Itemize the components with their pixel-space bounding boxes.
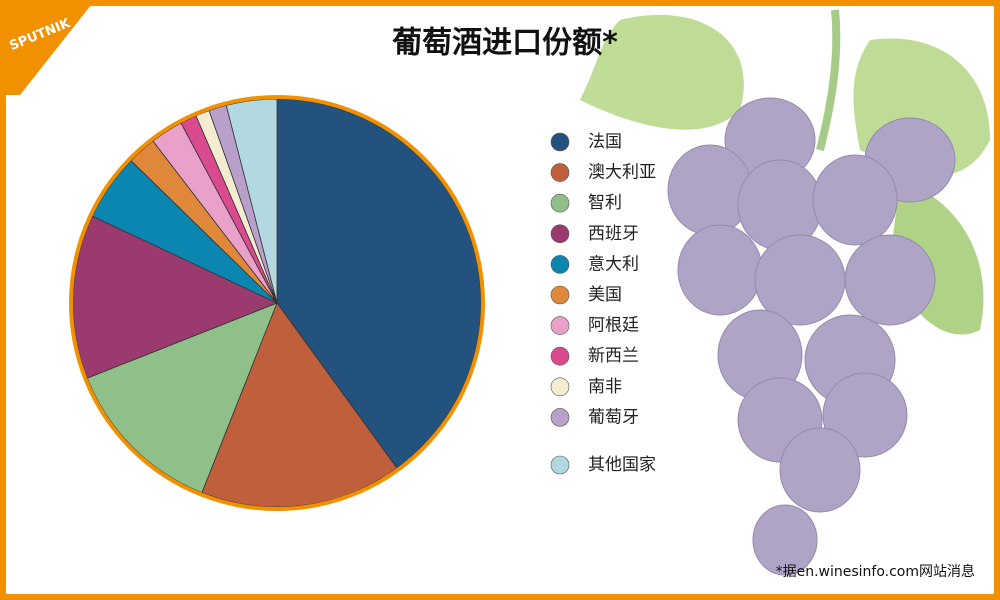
legend-swatch (550, 455, 570, 475)
legend-swatch (550, 346, 570, 366)
legend-label: 智利 (588, 193, 622, 213)
legend-label: 阿根廷 (588, 316, 639, 336)
legend-swatch (550, 285, 570, 305)
legend-swatch (550, 193, 570, 213)
legend-label: 法国 (588, 132, 622, 152)
legend-label: 南非 (588, 377, 622, 397)
legend-swatch (550, 316, 570, 335)
legend-label: 意大利 (588, 254, 639, 274)
pie (69, 95, 485, 511)
legend-swatch (550, 163, 570, 182)
legend-label: 美国 (588, 285, 622, 305)
chart-title: 葡萄酒进口份额* (392, 26, 618, 61)
pie-slice (86, 302, 278, 494)
pie-slice (201, 302, 398, 508)
legend-swatch (550, 132, 570, 152)
legend-label: 新西兰 (588, 346, 639, 366)
legend-swatch (550, 377, 570, 397)
legend-label: 澳大利亚 (588, 163, 656, 183)
legend-label: 葡萄牙 (588, 407, 639, 427)
pie-slice (276, 98, 482, 469)
legend-swatch (550, 255, 570, 274)
logo-badge (0, 0, 95, 95)
legend-label: 其他国家 (588, 455, 656, 475)
legend-swatch (550, 224, 570, 244)
grape-illustration (580, 9, 990, 576)
source-note: *据en.winesinfo.com网站消息 (776, 563, 975, 580)
legend-swatch (550, 408, 570, 427)
pie-outline (69, 95, 485, 511)
legend-label: 西班牙 (588, 224, 639, 244)
pie-slice (72, 215, 279, 379)
